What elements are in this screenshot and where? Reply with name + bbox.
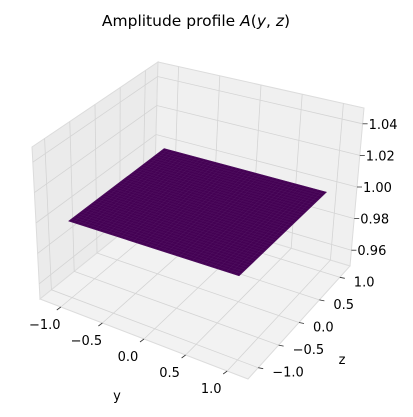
surface-mesh-line	[159, 152, 322, 197]
z-tick-label-1: 0.98	[360, 213, 389, 228]
z-tick-label-4: 1.04	[369, 118, 398, 133]
surface-plane	[68, 148, 327, 277]
x-tick-label-2: 0.0	[118, 350, 139, 365]
surface-mesh-line	[138, 168, 303, 216]
surface-mesh-line	[149, 159, 314, 205]
surface-mesh-line	[196, 181, 286, 263]
surface-mesh-line	[238, 192, 327, 276]
surface-mesh-line	[161, 150, 324, 195]
surface-mesh-line	[230, 189, 319, 273]
y-tick-mark-2	[298, 322, 305, 324]
z-tick-label-2: 1.00	[363, 181, 392, 196]
surface-mesh-line	[123, 179, 290, 228]
surface-mesh-line	[158, 171, 250, 250]
surface-mesh-line	[119, 182, 285, 232]
grid-line-z-2	[35, 134, 358, 224]
surface-mesh-line	[164, 148, 327, 193]
grid-line-y-2	[94, 104, 300, 323]
surface-mesh-line	[204, 183, 294, 265]
surface-mesh-line	[121, 181, 287, 230]
y-tick-mark-4	[339, 276, 345, 279]
surface-mesh-line	[116, 184, 283, 235]
surface-mesh-line	[170, 174, 262, 254]
z-tick-label-0: 0.96	[357, 244, 386, 259]
y-tick-label-3: 0.5	[333, 298, 354, 313]
surface-mesh-line	[140, 166, 305, 214]
z-tick-label-3: 1.02	[366, 149, 395, 164]
x-tick-mark-0	[56, 306, 62, 311]
chart-title: Amplitude profile A(y, z)	[102, 12, 290, 30]
x-tick-label-3: 0.5	[159, 366, 180, 381]
y-tick-label-0: −1.0	[272, 366, 304, 381]
grid-line-z-4	[32, 76, 363, 163]
surface-mesh-line	[192, 180, 282, 261]
surface-mesh-line	[152, 157, 316, 203]
y-tick-label-4: 1.0	[354, 275, 375, 290]
surface-mesh-line	[217, 186, 306, 269]
surface-mesh-line	[200, 182, 290, 264]
surface-mesh-line	[175, 175, 266, 256]
surface-mesh-line	[166, 173, 258, 253]
surface-mesh-line	[126, 177, 292, 226]
x-tick-mark-4	[222, 370, 228, 375]
grid-line-y-1	[69, 121, 279, 346]
surface-mesh-line	[179, 176, 270, 257]
surface-mesh-line	[226, 188, 315, 272]
surface-mesh-line	[234, 190, 323, 275]
y-tick-label-2: 0.0	[313, 321, 334, 336]
surface-mesh-line	[133, 172, 298, 220]
x-tick-label-4: 1.0	[201, 382, 222, 397]
surface-mesh-line	[213, 185, 302, 268]
surface-mesh-line	[147, 161, 311, 207]
surface-mesh-line	[157, 154, 320, 199]
grid-line-y-0	[44, 138, 259, 369]
x-tick-mark-3	[181, 354, 186, 359]
surface-mesh-line	[128, 175, 294, 224]
y-tick-mark-1	[278, 344, 284, 347]
surface-mesh-line	[187, 179, 278, 260]
pane-floor	[39, 206, 351, 380]
surface-mesh-line	[145, 163, 309, 210]
x-tick-label-1: −0.5	[71, 334, 103, 349]
axis-ticks: −1.0−0.50.00.51.0−1.0−0.50.00.51.00.960.…	[29, 118, 398, 397]
x-tick-mark-2	[139, 338, 145, 343]
y-tick-mark-0	[258, 367, 264, 370]
grid-line-x-3	[185, 94, 303, 356]
surface-mesh-line	[183, 177, 274, 258]
x-tick-mark-1	[98, 322, 103, 327]
surface-mesh-line	[130, 173, 296, 222]
surface-mesh-line	[135, 170, 300, 218]
grid-line-x-4	[226, 103, 344, 372]
surface-mesh-line	[154, 155, 318, 201]
y-tick-label-1: −0.5	[293, 343, 325, 358]
y-tick-mark-3	[319, 299, 325, 302]
y-axis-label: z	[339, 353, 346, 368]
surface-mesh-line	[221, 187, 310, 271]
surface-mesh-line	[142, 164, 307, 212]
grid-line-z-3	[34, 105, 360, 193]
x-tick-label-0: −1.0	[29, 318, 61, 333]
surface-mesh-line	[209, 184, 298, 267]
surface-mesh-line	[69, 220, 240, 276]
surface-mesh-line	[162, 172, 254, 252]
x-axis-label: y	[113, 389, 121, 404]
